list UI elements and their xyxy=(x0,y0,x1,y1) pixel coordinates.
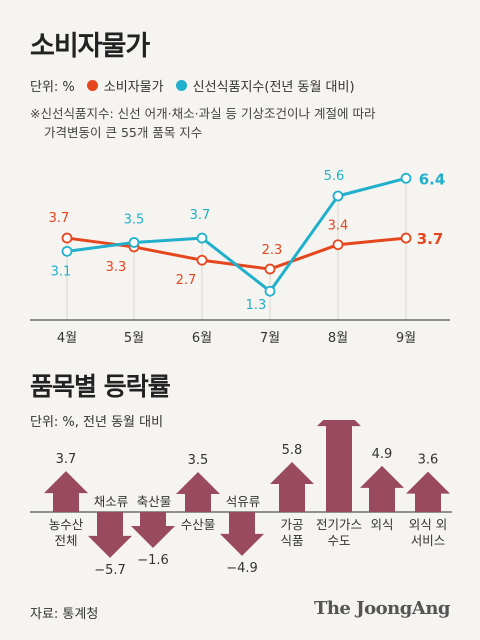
cpi-point xyxy=(332,239,344,251)
fresh-food-value-label: 1.3 xyxy=(246,298,267,313)
category-label: 외식 외 xyxy=(409,517,447,532)
legend: 단위: % 소비자물가 신선식품지수(전년 동월 대비) xyxy=(30,76,355,95)
bar-value-label: −1.6 xyxy=(137,553,169,568)
category-label: 가공 xyxy=(280,517,303,532)
bar-arrow xyxy=(406,471,450,512)
bar-arrow xyxy=(220,512,264,556)
category-label: 농수산 xyxy=(49,517,84,532)
brand-logo: The JoongAng xyxy=(313,598,451,619)
cpi-value-label: 3.7 xyxy=(49,211,70,226)
bar-value-label: 4.9 xyxy=(372,447,393,462)
chart-title: 소비자물가 xyxy=(30,31,150,62)
footnote: ※신선식품지수: 신선 어개·채소·과실 등 기상조건이나 계절에 따라 가격변… xyxy=(30,104,450,142)
fresh-food-point xyxy=(332,190,344,202)
bar-arrow xyxy=(176,472,220,512)
cpi-value-label: 3.4 xyxy=(328,219,349,234)
x-tick-label: 7월 xyxy=(260,331,280,346)
bar-arrow xyxy=(88,512,132,558)
source-credit: 자료: 통계청 xyxy=(30,607,99,622)
fresh-food-value-label: 5.6 xyxy=(324,169,345,184)
fresh-food-point xyxy=(61,245,73,257)
bar-value-label: 5.8 xyxy=(282,443,303,458)
fresh-food-point xyxy=(196,232,208,244)
x-tick-label: 9월 xyxy=(396,331,416,346)
cpi-point xyxy=(61,232,73,244)
bar-arrow xyxy=(44,471,88,512)
bar-arrow xyxy=(360,465,404,512)
bar-value-label: −5.7 xyxy=(94,563,126,578)
cpi-point xyxy=(264,263,276,275)
cpi-point xyxy=(196,254,208,266)
cpi-value-label: 3.3 xyxy=(106,260,127,275)
bar-arrow xyxy=(317,420,361,512)
category-label: 채소류 xyxy=(94,494,129,509)
fresh-food-value-label: 6.4 xyxy=(419,170,446,188)
cpi-point xyxy=(400,232,412,244)
cpi-value-label: 2.7 xyxy=(176,273,197,288)
legend-fresh-marker xyxy=(175,80,187,91)
fresh-food-value-label: 3.5 xyxy=(124,213,145,228)
fresh-food-point xyxy=(264,285,276,297)
category-label: 수산물 xyxy=(181,517,216,532)
legend-cpi-label: 소비자물가 xyxy=(103,80,164,95)
x-tick-label: 6월 xyxy=(192,331,212,346)
category-label: 축산물 xyxy=(137,494,172,509)
legend-cpi-marker xyxy=(86,80,98,91)
bar-value-label: 3.6 xyxy=(418,453,439,468)
bar-value-label: −4.9 xyxy=(226,561,258,576)
category-label: 수도 xyxy=(327,533,350,548)
bar-unit-label: 단위: %, 전년 동월 대비 xyxy=(30,415,164,430)
cpi-value-label: 2.3 xyxy=(262,243,283,258)
footnote-line-2: 가격변동이 큰 55개 품목 지수 xyxy=(44,125,203,140)
unit-label: 단위: % xyxy=(30,80,75,95)
category-label: 식품 xyxy=(280,533,303,548)
x-tick-label: 5월 xyxy=(124,331,144,346)
category-label: 전체 xyxy=(54,533,77,548)
x-tick-label: 4월 xyxy=(57,331,77,346)
fresh-food-line xyxy=(66,176,407,293)
legend-fresh-label: 신선식품지수(전년 동월 대비) xyxy=(192,80,355,95)
fresh-food-value-label: 3.7 xyxy=(190,208,211,223)
category-label: 전기가스 xyxy=(316,517,362,532)
fresh-food-point xyxy=(128,237,140,248)
x-tick-label: 8월 xyxy=(328,331,348,346)
cpi-value-label: 3.7 xyxy=(417,230,444,248)
line-chart: 3.7 3.3 2.7 2.3 3.4 3.7 3.1 3.5 3.7 1.3 5.6 6.4 4월 5월… xyxy=(30,169,450,346)
category-label: 서비스 xyxy=(411,533,446,548)
category-label: 외식 xyxy=(370,517,393,532)
fresh-food-value-label: 3.1 xyxy=(51,264,72,279)
category-label: 석유류 xyxy=(226,494,261,509)
bar-arrow xyxy=(270,461,314,512)
fresh-food-point xyxy=(400,172,412,184)
bar-value-label: 3.7 xyxy=(56,452,77,467)
bar-arrow xyxy=(131,512,175,548)
bar-chart-title: 품목별 등락률 xyxy=(30,372,171,401)
footnote-line-1: ※신선식품지수: 신선 어개·채소·과실 등 기상조건이나 계절에 따라 xyxy=(30,106,376,121)
bar-value-label: 3.5 xyxy=(188,453,209,468)
